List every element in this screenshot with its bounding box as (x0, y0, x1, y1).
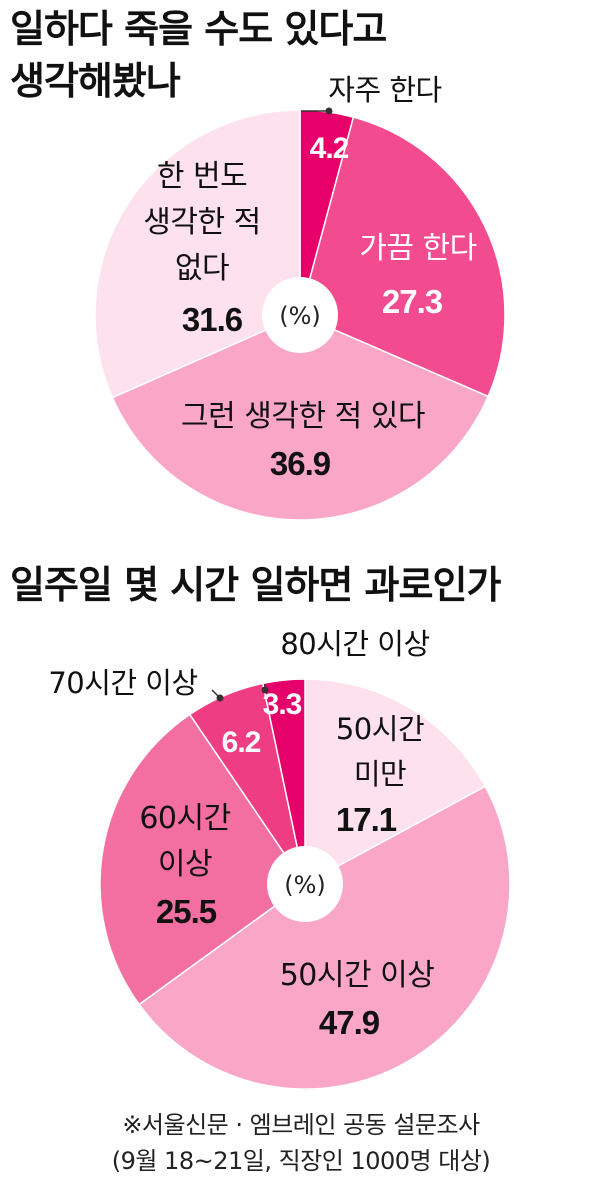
category-label: 70시간 이상 (48, 666, 197, 700)
leader-dot (216, 694, 224, 702)
pie-slice-2-3 (99, 713, 307, 1006)
value-label: 6.2 (222, 726, 261, 759)
category-label: 이상 (158, 847, 212, 882)
pie-center-hole (262, 277, 338, 353)
leader-dot (261, 686, 269, 694)
pie-unit-label: (%) (279, 302, 321, 330)
category-label: 생각한 적 (143, 205, 260, 240)
pie-slices (99, 678, 511, 1090)
pie-slice-2-1 (304, 678, 487, 886)
category-label: 한 번도 (157, 159, 247, 194)
category-label: 미만 (354, 757, 406, 791)
pie-slices (94, 109, 506, 521)
chart1-title-line1: 일하다 죽을 수도 있다고 (10, 7, 387, 51)
value-label: 3.3 (263, 688, 302, 721)
value-label: 47.9 (319, 1004, 380, 1041)
chart2-title: 일주일 몇 시간 일하면 과로인가 (10, 563, 501, 607)
value-label: 36.9 (270, 445, 331, 482)
pie-chart-death-from-work: (%) 자주 한다 4.2 가끔 한다 27.3 그런 생각한 적 있다 36.9 한 번도생… (94, 73, 506, 521)
leader-dot (325, 107, 333, 115)
value-label: 25.5 (156, 893, 217, 930)
category-label: 그런 생각한 적 있다 (181, 399, 425, 434)
category-label: 80시간 이상 (280, 627, 429, 661)
pie-slice-2-2 (138, 785, 511, 1090)
pie-slice-1-2 (299, 116, 506, 398)
category-label: 60시간 (139, 801, 230, 836)
pie-center-hole (267, 846, 343, 922)
category-label: 50시간 이상 (280, 958, 435, 993)
pie-unit-label: (%) (284, 871, 326, 899)
pie-slice-1-4 (94, 109, 301, 399)
category-label: 없다 (175, 251, 229, 286)
source-note: ※서울신문 · 엠브레인 공동 설문조사 (122, 1111, 480, 1139)
value-label: 17.1 (336, 801, 397, 838)
chart1-title-line2: 생각해봤나 (10, 59, 181, 103)
pie-slice-2-5 (261, 678, 306, 885)
slice-labels: 자주 한다 4.2 가끔 한다 27.3 그런 생각한 적 있다 36.9 한 번도생각한 … (143, 73, 477, 482)
value-label: 31.6 (182, 301, 243, 338)
category-label: 가끔 한다 (359, 231, 476, 266)
category-label: 자주 한다 (328, 73, 441, 107)
category-label: 50시간 (336, 712, 424, 746)
value-label: 27.3 (382, 283, 443, 320)
value-label: 4.2 (310, 132, 349, 165)
pie-slice-1-3 (111, 314, 490, 521)
source-date-range: (9월 18~21일, 직장인 1000명 대상) (111, 1147, 491, 1175)
